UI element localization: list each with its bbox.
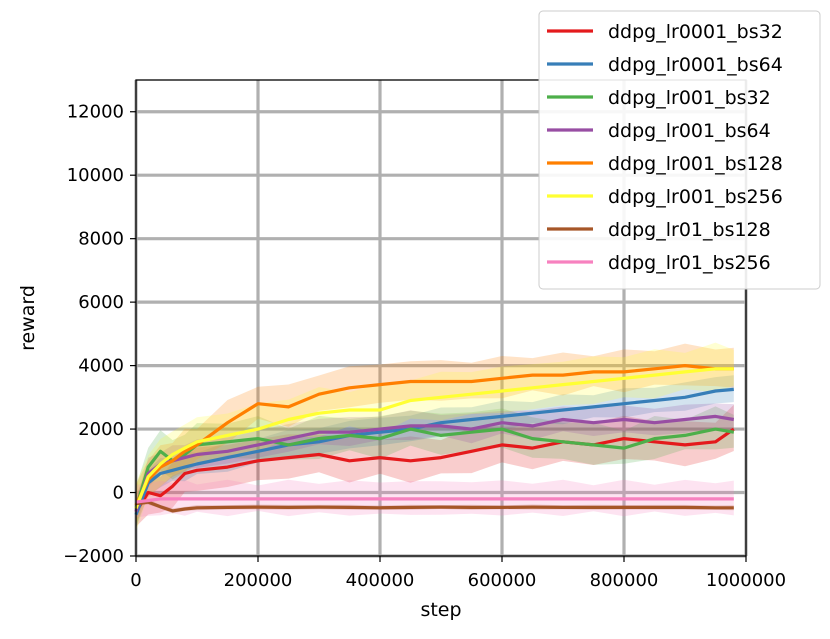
band-ddpg_lr0001_bs64 <box>136 375 734 529</box>
legend-label-ddpg_lr001_bs64: ddpg_lr001_bs64 <box>608 120 771 142</box>
band-ddpg_lr0001_bs32 <box>136 404 734 527</box>
series-lines <box>134 364 735 516</box>
legend-label-ddpg_lr001_bs128: ddpg_lr001_bs128 <box>608 153 783 175</box>
series-line-ddpg_lr01_bs128 <box>135 500 734 513</box>
legend-label-ddpg_lr0001_bs32: ddpg_lr0001_bs32 <box>608 21 783 43</box>
y-tick-label-2: 2000 <box>78 419 124 440</box>
legend: ddpg_lr0001_bs32 ddpg_lr0001_bs64 ddpg_lr0… <box>538 10 821 290</box>
axis-ticks: 0 200000 400000 600000 800000 1000000 −2000 0 20… <box>63 102 786 591</box>
series-line-ddpg_lr01_bs256 <box>135 497 734 504</box>
band-ddpg_lr001_bs256 <box>136 342 734 532</box>
y-tick-label-7: 12000 <box>67 102 124 123</box>
legend-label-ddpg_lr01_bs128: ddpg_lr01_bs128 <box>608 219 771 241</box>
y-axis-label: reward <box>17 285 39 351</box>
series-line-ddpg_lr001_bs256 <box>134 367 734 509</box>
legend-box <box>538 10 821 290</box>
x-axis-label: step <box>420 599 461 621</box>
plot-frame <box>135 79 747 557</box>
x-tick-label-2: 400000 <box>346 570 415 591</box>
legend-label-ddpg_lr001_bs256: ddpg_lr001_bs256 <box>608 186 783 208</box>
y-tick-label-3: 4000 <box>78 356 124 377</box>
x-tick-label-0: 0 <box>130 570 141 591</box>
x-tick-label-4: 800000 <box>590 570 659 591</box>
y-tick-label-6: 10000 <box>67 165 124 186</box>
band-ddpg_lr001_bs128 <box>136 343 734 525</box>
x-tick-label-5: 1000000 <box>706 570 786 591</box>
x-tick-label-3: 600000 <box>468 570 537 591</box>
y-tick-label-5: 8000 <box>78 229 124 250</box>
band-ddpg_lr001_bs64 <box>136 403 734 522</box>
series-line-ddpg_lr001_bs32 <box>134 427 735 509</box>
y-tick-label-4: 6000 <box>78 292 124 313</box>
series-line-ddpg_lr0001_bs32 <box>134 427 735 513</box>
y-tick-label-0: −2000 <box>63 546 124 567</box>
legend-label-ddpg_lr01_bs256: ddpg_lr01_bs256 <box>608 252 771 274</box>
series-line-ddpg_lr001_bs64 <box>134 414 735 513</box>
series-line-ddpg_lr0001_bs64 <box>134 387 734 516</box>
band-ddpg_lr001_bs32 <box>136 406 734 529</box>
legend-label-ddpg_lr001_bs32: ddpg_lr001_bs32 <box>608 87 771 109</box>
series-line-ddpg_lr001_bs128 <box>134 364 734 506</box>
x-tick-label-1: 200000 <box>224 570 293 591</box>
y-tick-label-1: 0 <box>113 483 124 504</box>
legend-label-ddpg_lr0001_bs64: ddpg_lr0001_bs64 <box>608 54 783 76</box>
